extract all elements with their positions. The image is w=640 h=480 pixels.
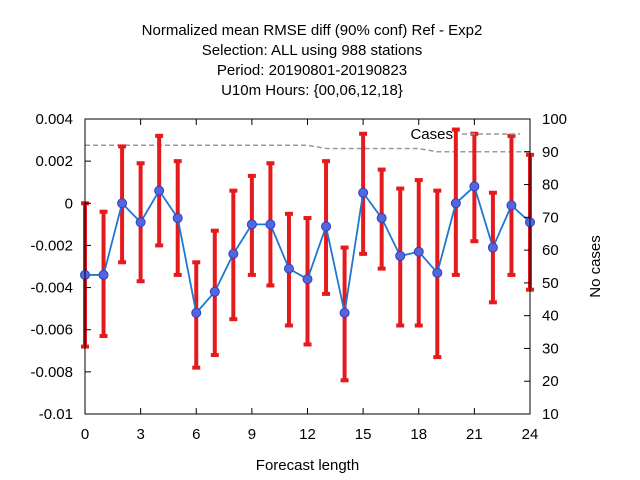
y-tick-label: -0.002 [30,237,73,254]
y2-tick-label: 30 [542,340,559,357]
data-point [339,307,350,318]
x-tick-label: 9 [248,426,256,443]
data-point [98,269,109,280]
data-point [154,185,165,196]
chart-title: Normalized mean RMSE diff (90% conf) Ref… [142,22,483,99]
data-point [469,181,480,192]
y-tick-label: -0.008 [30,364,73,381]
x-tick-label: 15 [355,426,372,443]
cases-series [85,144,530,153]
data-point [191,307,202,318]
title-line-1: Normalized mean RMSE diff (90% conf) Ref… [142,22,483,39]
x-tick-label: 21 [466,426,483,443]
data-point [172,213,183,224]
data-point [246,219,257,230]
data-point [376,213,387,224]
y-tick-label: -0.004 [30,280,73,297]
axes: 0 3 6 9 12 15 18 21 24 -0.01 -0.008 -0.006 -0.004 -0.… [30,111,567,443]
title-line-2: Selection: ALL using 988 stations [202,42,422,59]
y2-tick-label: 10 [542,406,559,423]
title-line-4: U10m Hours: {00,06,12,18} [221,82,403,99]
data-point [395,250,406,261]
legend-label-cases: Cases [410,126,453,143]
legend: Cases [410,126,520,143]
title-line-3: Period: 20190801-20190823 [217,62,407,79]
data-point [209,286,220,297]
x-tick-label: 18 [410,426,427,443]
y-tick-label: 0 [65,195,73,212]
x-tick-label: 12 [299,426,316,443]
y2-tick-label: 60 [542,242,559,259]
y-tick-label: 0.002 [35,153,73,170]
cases-line [85,144,530,153]
data-point [487,242,498,253]
x-axis-label: Forecast length [256,457,359,474]
y2-tick-label: 40 [542,308,559,325]
y2-tick-label: 50 [542,275,559,292]
x-tick-label: 6 [192,426,200,443]
data-point [321,221,332,232]
x-tick-label: 0 [81,426,89,443]
data-point [358,187,369,198]
x-tick-label: 24 [522,426,539,443]
x-tick-label: 3 [136,426,144,443]
y2-axis-label: No cases [587,235,604,298]
y2-tick-label: 90 [542,144,559,161]
data-point [432,267,443,278]
mean-diff-markers [80,181,535,318]
data-point [117,198,128,209]
y2-tick-label: 20 [542,373,559,390]
data-point [450,198,461,209]
data-point [283,263,294,274]
data-point [228,248,239,259]
y-tick-label: -0.01 [39,406,73,423]
data-point [413,246,424,257]
y2-tick-label: 80 [542,177,559,194]
y-tick-label: -0.006 [30,322,73,339]
error-bars [81,127,534,383]
data-point [265,219,276,230]
y2-tick-label: 70 [542,209,559,226]
y2-tick-label: 100 [542,111,567,128]
data-point [506,200,517,211]
y-tick-label: 0.004 [35,111,73,128]
data-point [302,274,313,285]
data-point [135,217,146,228]
